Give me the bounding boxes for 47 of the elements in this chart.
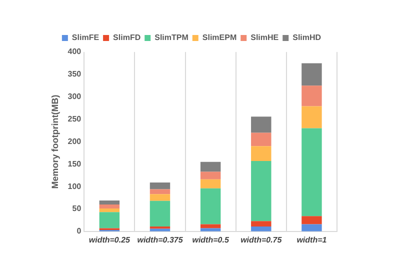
y-tick-label: 250 (68, 114, 82, 124)
x-tick-label: width=1 (296, 235, 328, 244)
legend-label: SlimHE (250, 33, 280, 42)
bar (99, 208, 120, 212)
bar (251, 116, 272, 133)
bar (251, 221, 272, 226)
legend-label: SlimFD (113, 33, 141, 42)
y-tick-label: 300 (68, 92, 82, 102)
bar (99, 204, 120, 209)
bar (251, 226, 272, 232)
bar (251, 146, 272, 161)
x-tick-label: width=0.25 (88, 235, 131, 244)
bar (200, 179, 221, 188)
bar (99, 212, 120, 228)
legend-label: SlimTPM (154, 33, 189, 42)
bar (302, 128, 322, 216)
bar (302, 106, 322, 128)
bar (150, 182, 170, 190)
legend-label: SlimEPM (202, 33, 237, 42)
x-tick-label: width=0.75 (240, 235, 282, 244)
bar (99, 200, 120, 204)
y-tick-label: 50 (72, 204, 82, 214)
bar (200, 162, 221, 172)
bar (302, 86, 322, 106)
bar (302, 216, 322, 224)
y-tick-label: 0 (76, 226, 82, 236)
y-tick-label: 150 (68, 159, 82, 168)
bar (200, 172, 221, 180)
y-tick-label: 400 (68, 47, 82, 56)
y-tick-label: 200 (68, 136, 82, 146)
x-tick-label: width=0.5 (192, 235, 230, 244)
bar (150, 228, 170, 232)
bar (302, 63, 322, 86)
bar (302, 224, 322, 232)
bar (251, 160, 272, 222)
y-axis-title: Memory footprint(MB) (50, 94, 60, 189)
legend-label: SlimFE (72, 33, 100, 42)
y-tick-label: 100 (68, 182, 82, 191)
bar (150, 200, 170, 226)
bar (251, 132, 272, 146)
y-tick-label: 350 (68, 70, 82, 79)
bar (150, 189, 170, 194)
bar (200, 224, 221, 228)
bar (150, 194, 170, 201)
legend-label: SlimHD (292, 33, 322, 42)
bar (200, 188, 221, 224)
x-tick-label: width=0.375 (137, 235, 184, 244)
